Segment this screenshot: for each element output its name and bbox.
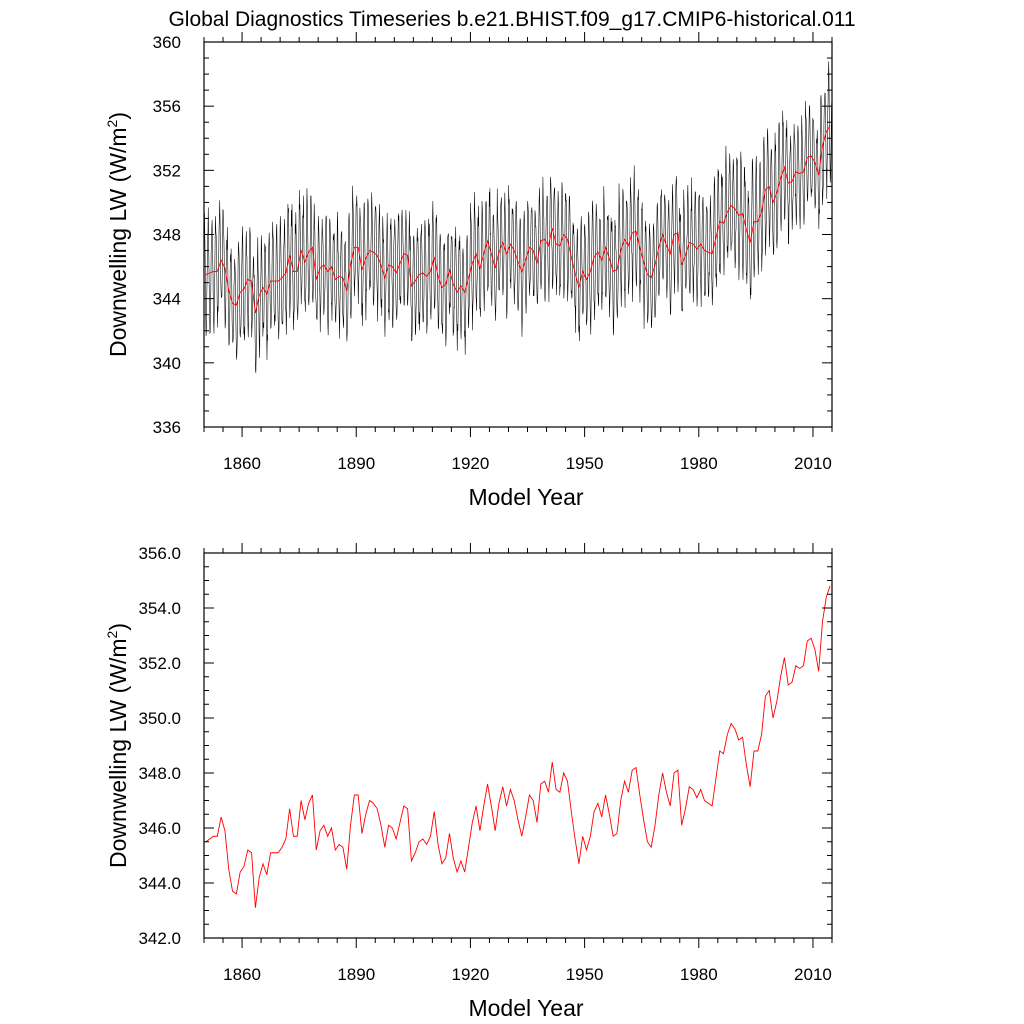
monthly-and-annual-panel: 336 340 344 348 352 356 360 1860 1890 1920 1950 198… — [104, 32, 833, 510]
x-tick-label: 1980 — [680, 965, 718, 984]
y-tick-label: 336 — [153, 418, 181, 437]
x-tick-label: 1950 — [566, 965, 604, 984]
x-axis-label: Model Year — [468, 484, 583, 510]
y-tick-label: 346.0 — [138, 819, 181, 838]
y-tick-label: 352.0 — [138, 654, 181, 673]
y-tick-label: 352 — [153, 161, 181, 180]
x-tick-label: 1860 — [223, 965, 261, 984]
annual-mean-series-line — [205, 125, 831, 314]
x-tick-label: 1890 — [337, 454, 375, 473]
y-tick-label: 348 — [153, 226, 181, 245]
x-tick-label: 2010 — [794, 454, 832, 473]
monthly-series-line — [203, 61, 833, 373]
x-tick-label: 1920 — [452, 454, 490, 473]
y-axis-label: Downwelling LW (W/m2) — [104, 112, 131, 357]
x-tick-label: 2010 — [794, 965, 832, 984]
y-tick-label: 356.0 — [138, 544, 181, 563]
y-tick-label: 344 — [153, 290, 181, 309]
x-tick-label: 1950 — [566, 454, 604, 473]
y-axis-label: Downwelling LW (W/m2) — [104, 623, 131, 868]
figure-title: Global Diagnostics Timeseries b.e21.BHIS… — [168, 8, 855, 31]
plot-frame — [203, 41, 833, 428]
y-tick-label: 360 — [153, 33, 181, 52]
y-tick-label: 342.0 — [138, 929, 181, 948]
annual-mean-series-line — [205, 585, 831, 908]
plot-frame — [203, 552, 833, 939]
y-tick-label: 354.0 — [138, 599, 181, 618]
x-tick-label: 1920 — [452, 965, 490, 984]
x-axis-label: Model Year — [468, 995, 583, 1021]
y-tick-label: 356 — [153, 97, 181, 116]
annual-mean-panel: 342.0 344.0 346.0 348.0 350.0 352.0 354.0 356.0… — [104, 543, 833, 1021]
x-tick-label: 1860 — [223, 454, 261, 473]
y-tick-label: 350.0 — [138, 709, 181, 728]
y-tick-label: 348.0 — [138, 764, 181, 783]
y-tick-label: 340 — [153, 354, 181, 373]
x-tick-label: 1980 — [680, 454, 718, 473]
x-tick-label: 1890 — [337, 965, 375, 984]
y-tick-label: 344.0 — [138, 874, 181, 893]
